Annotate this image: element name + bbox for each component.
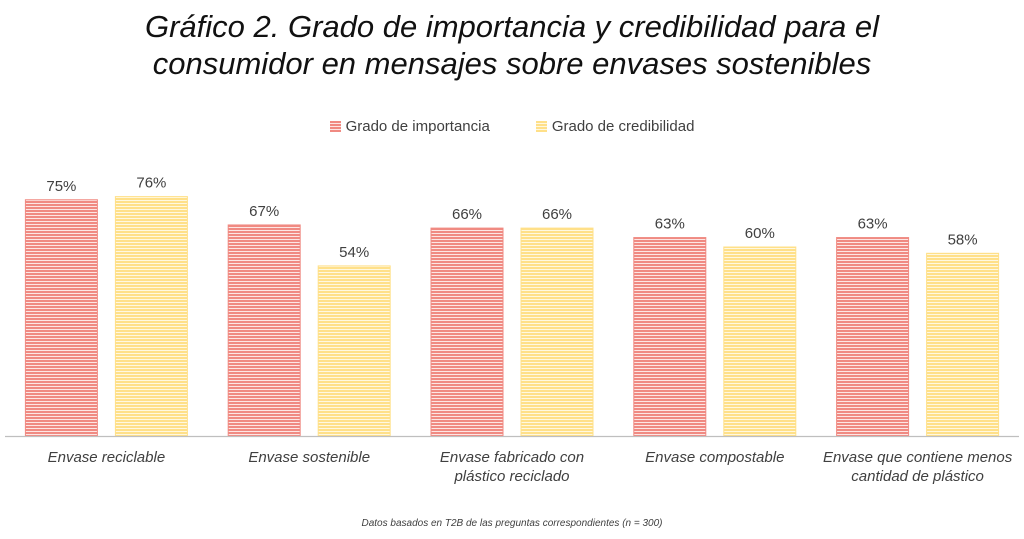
legend-label-importancia: Grado de importancia [345,118,490,135]
chart-legend: Grado de importancia Grado de credibilid… [0,118,1024,135]
category-label-1-line-0: Envase sostenible [248,449,370,466]
category-label-4-line-0: Envase que contiene menos [823,449,1013,466]
bar-credibilidad-0 [114,196,188,437]
data-label-credibilidad-1: 54% [339,244,369,261]
data-label-credibilidad-0: 76% [136,175,166,192]
bar-importancia-4 [836,237,910,437]
category-label-0-line-0: Envase reciclable [48,449,166,466]
bar-credibilidad-1 [317,265,391,437]
data-label-importancia-1: 67% [249,203,279,220]
chart-title: Gráfico 2. Grado de importancia y credib… [0,8,1024,82]
category-label-2-line-1: plástico reciclado [453,468,569,485]
legend-swatch-importancia [329,121,341,132]
category-label-3-line-0: Envase compostable [645,449,784,466]
bar-credibilidad-4 [926,252,1000,437]
data-label-importancia-0: 75% [46,178,76,195]
category-label-4-line-1: cantidad de plástico [851,468,984,485]
data-label-importancia-2: 66% [452,206,482,223]
data-label-credibilidad-2: 66% [542,206,572,223]
bar-importancia-0 [24,199,98,437]
chart-title-line-2: consumidor en mensajes sobre envases sos… [152,46,872,81]
bar-credibilidad-3 [723,246,797,437]
bar-importancia-3 [633,237,707,437]
legend-swatch-credibilidad [535,121,547,132]
data-label-credibilidad-3: 60% [745,225,775,242]
chart-title-line-1: Gráfico 2. Grado de importancia y credib… [144,9,880,44]
data-label-importancia-4: 63% [858,216,888,233]
legend-item-credibilidad: Grado de credibilidad [535,118,695,135]
bar-importancia-1 [227,224,301,437]
bar-importancia-2 [430,227,504,437]
bar-credibilidad-2 [520,227,594,437]
data-label-credibilidad-4: 58% [948,231,978,248]
legend-item-importancia: Grado de importancia [329,118,490,135]
category-label-2-line-0: Envase fabricado con [440,449,584,466]
chart-footnote: Datos basados en T2B de las preguntas co… [361,518,663,529]
legend-label-credibilidad: Grado de credibilidad [551,118,695,135]
data-label-importancia-3: 63% [655,216,685,233]
